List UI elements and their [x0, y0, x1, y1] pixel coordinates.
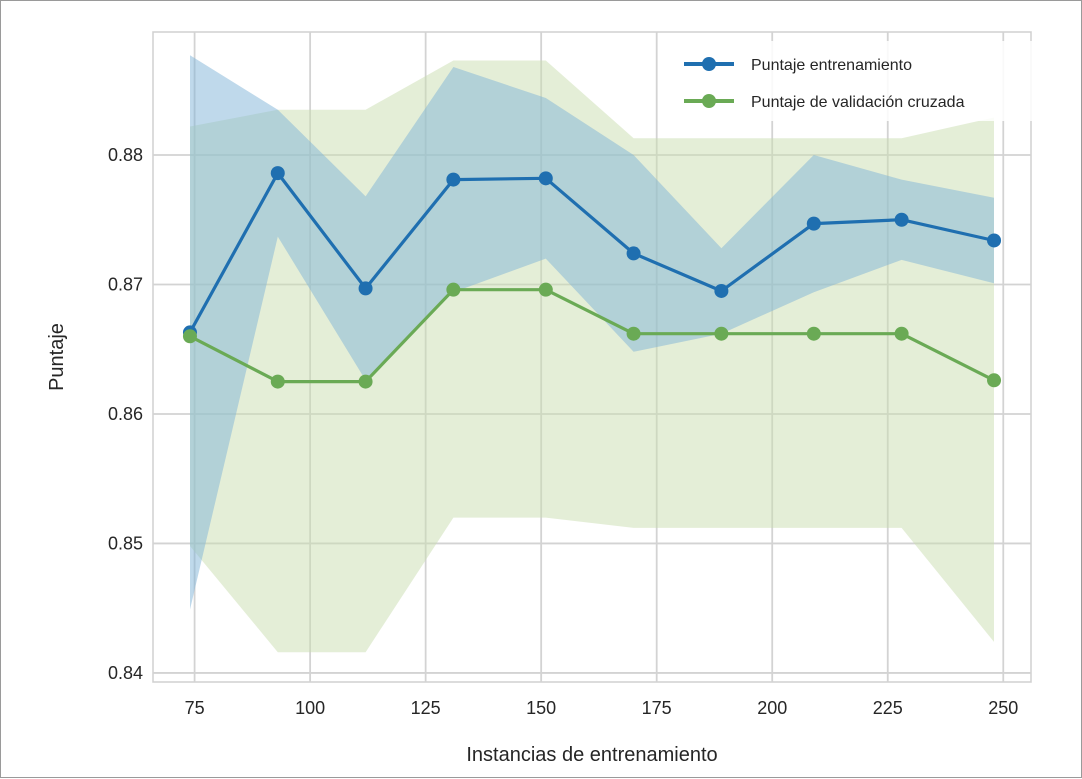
y-tick-label: 0.88 [108, 145, 143, 165]
train-score-point [714, 283, 729, 298]
legend-label-train: Puntaje entrenamiento [751, 57, 912, 74]
cv-score-point [538, 282, 553, 297]
legend-marker-cv [702, 94, 716, 108]
cv-score-point [987, 373, 1002, 388]
train-score-point [806, 216, 821, 231]
confidence-bands [190, 55, 994, 653]
train-score-point [446, 172, 461, 187]
legend-item-train: Puntaje entrenamiento [684, 57, 912, 74]
cv-score-point [270, 374, 285, 389]
x-tick-label: 100 [295, 698, 325, 718]
cv-score-line [189, 288, 995, 384]
legend: Puntaje entrenamiento Puntaje de validac… [665, 41, 1033, 121]
x-axis-label: Instancias de entrenamiento [466, 744, 717, 766]
train-score-point [538, 171, 553, 186]
legend-marker-train [702, 57, 716, 71]
y-tick-label: 0.84 [108, 663, 143, 683]
cv-score-point [182, 329, 197, 344]
x-tick-label: 75 [185, 698, 205, 718]
cv-score-point [894, 326, 909, 341]
train-score-band [190, 55, 994, 610]
train-score-point [626, 246, 641, 261]
legend-box [665, 41, 1033, 121]
x-tick-label: 200 [757, 698, 787, 718]
series-lines [182, 166, 1002, 389]
y-tick-label: 0.87 [108, 274, 143, 294]
x-tick-label: 250 [988, 698, 1018, 718]
train-score-point [987, 233, 1002, 248]
cv-score-point [626, 326, 641, 341]
legend-label-cv: Puntaje de validación cruzada [751, 94, 965, 111]
train-score-point [270, 166, 285, 181]
y-tick-label: 0.86 [108, 404, 143, 424]
legend-item-cv: Puntaje de validación cruzada [684, 94, 965, 111]
y-axis-label: Puntaje [46, 323, 68, 391]
train-score-point [358, 281, 373, 296]
train-score-line [188, 171, 995, 334]
y-tick-label: 0.85 [108, 533, 143, 553]
train-score-point [894, 212, 909, 227]
cv-score-point [446, 282, 461, 297]
x-tick-label: 175 [642, 698, 672, 718]
cv-score-point [806, 326, 821, 341]
x-tick-labels: 75 100 125 150 175 200 225 250 [185, 698, 1019, 718]
y-tick-labels: 0.84 0.85 0.86 0.87 0.88 [108, 145, 143, 683]
cv-score-point [358, 374, 373, 389]
x-tick-label: 150 [526, 698, 556, 718]
cv-score-point [714, 326, 729, 341]
x-tick-label: 125 [411, 698, 441, 718]
x-tick-label: 225 [873, 698, 903, 718]
